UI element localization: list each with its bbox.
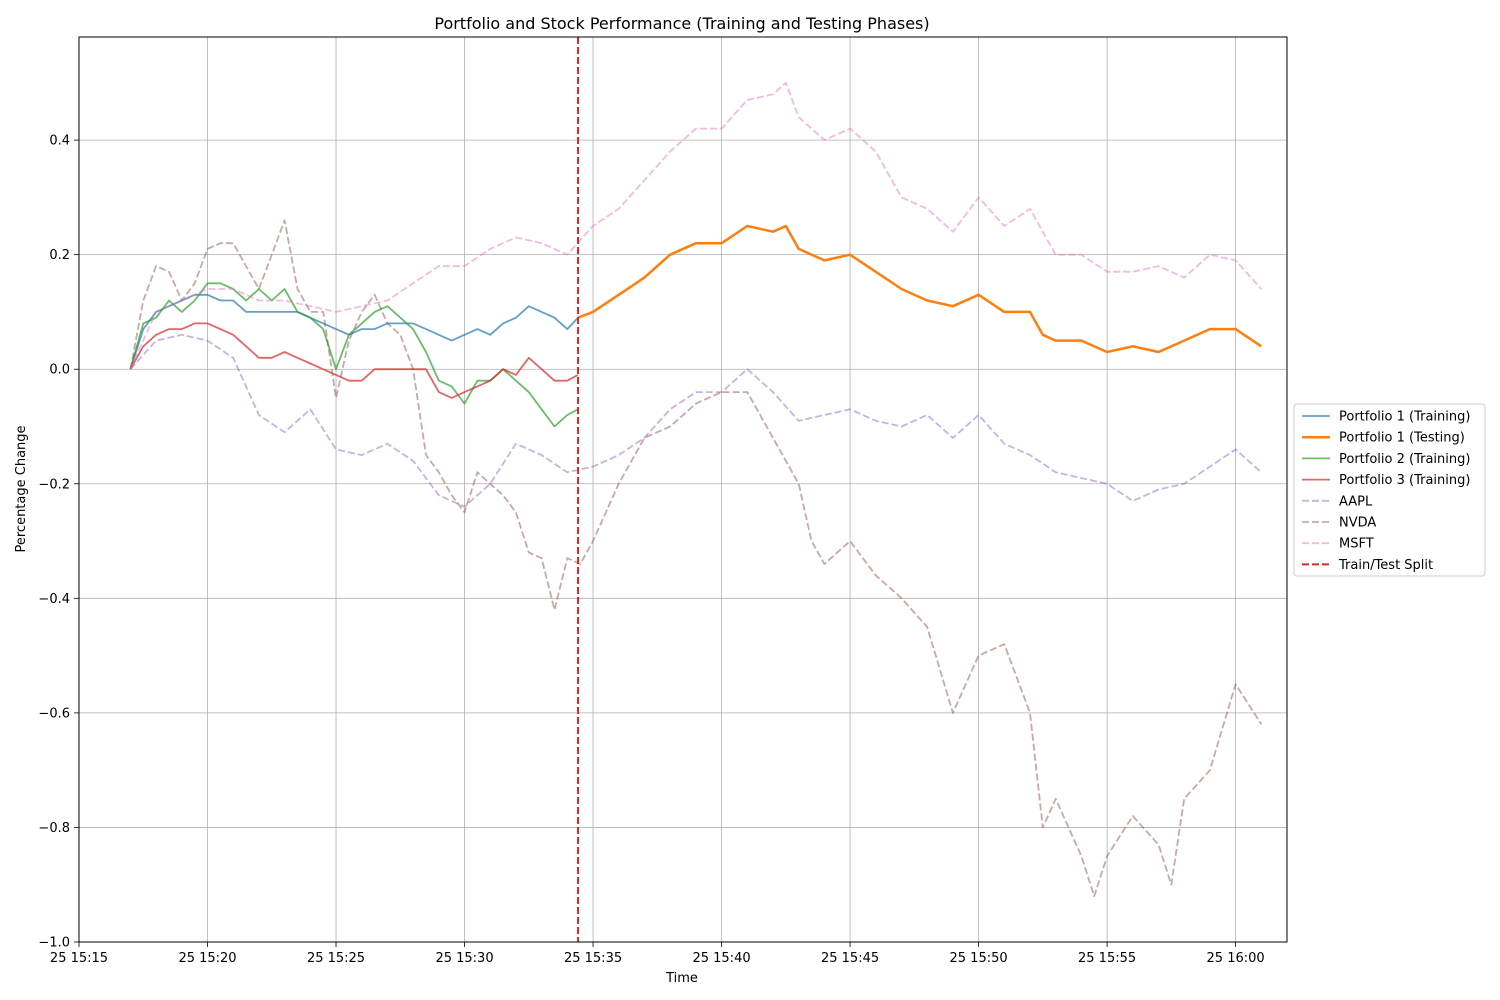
plot-area [79, 37, 1287, 942]
legend-label: NVDA [1339, 516, 1376, 531]
x-tick-label: 25 15:35 [564, 951, 622, 966]
series-line-portfolio-3-training [129, 322, 579, 399]
x-tick-label: 25 15:55 [1078, 951, 1136, 966]
x-axis-ticks: 25 15:15 25 15:20 25 15:25 25 15:30 25 15:35… [50, 942, 1265, 966]
legend-label: Train/Test Split [1338, 558, 1433, 573]
plot-frame [78, 36, 1288, 943]
y-tick-label: 0.2 [49, 248, 70, 263]
y-axis-label: Percentage Change [14, 425, 29, 552]
x-tick-label: 25 15:20 [178, 951, 236, 966]
legend-label: Portfolio 1 (Training) [1339, 410, 1470, 425]
y-tick-label: −0.8 [38, 821, 70, 836]
y-tick-label: 0.4 [49, 134, 70, 149]
x-tick-label: 25 15:15 [50, 951, 108, 966]
y-tick-label: −0.6 [38, 706, 70, 721]
series-line-aapl [129, 333, 1262, 508]
x-tick-label: 25 15:50 [950, 951, 1008, 966]
series-line-portfolio-1-training [129, 293, 579, 370]
x-tick-label: 25 15:25 [307, 951, 365, 966]
y-tick-label: −0.4 [38, 592, 70, 607]
series-lines [129, 81, 1263, 898]
chart-title: Portfolio and Stock Performance (Trainin… [434, 14, 929, 33]
legend-label: Portfolio 1 (Testing) [1339, 431, 1465, 446]
x-tick-label: 25 15:45 [821, 951, 879, 966]
legend-label: Portfolio 2 (Training) [1339, 452, 1470, 467]
plot-border [78, 36, 1288, 943]
plot-background [79, 37, 1287, 942]
x-tick-label: 25 16:00 [1207, 951, 1265, 966]
series-line-msft [129, 81, 1262, 370]
x-tick-label: 25 15:30 [435, 951, 493, 966]
legend-box [1293, 403, 1486, 577]
y-tick-label: −1.0 [38, 936, 70, 951]
series-line-nvda [129, 219, 1263, 898]
y-axis-ticks: −1.0 −0.8 −0.6 −0.4 −0.2 0.0 0.2 0.4 [38, 134, 79, 951]
legend: Portfolio 1 (Training) Portfolio 1 (Testi… [1293, 403, 1486, 577]
x-axis-label: Time [665, 971, 698, 986]
x-tick-label: 25 15:40 [692, 951, 750, 966]
y-tick-label: 0.0 [49, 363, 70, 378]
legend-label: Portfolio 3 (Training) [1339, 473, 1470, 488]
y-tick-label: −0.2 [38, 477, 70, 492]
series-line-portfolio-1-testing [577, 224, 1262, 354]
legend-label: MSFT [1339, 537, 1374, 552]
legend-label: AAPL [1339, 494, 1373, 509]
